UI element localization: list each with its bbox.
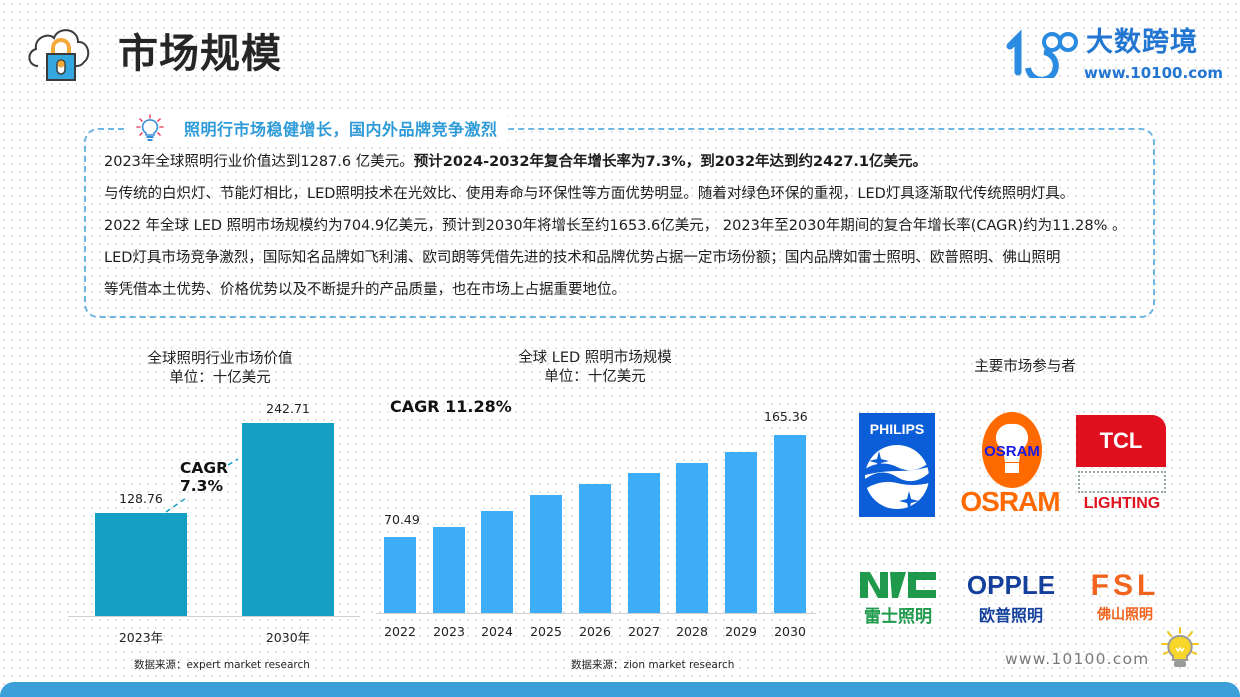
page-title: 市场规模 <box>118 31 282 77</box>
intro-line-3-text: 2022 年全球 LED 照明市场规模约为704.9亿美元，预计到2030年将增… <box>104 218 1127 234</box>
intro-text: 2023年全球照明行业价值达到1287.6 亿美元。预计2024-2032年复合… <box>104 150 1154 310</box>
intro-box <box>84 128 1155 318</box>
chart2-bar-2022 <box>384 537 416 613</box>
opple-logo: OPPLE 欧普照明 <box>956 570 1066 630</box>
intro-line-2: 与传统的白炽灯、节能灯相比，LED照明技术在光效比、使用寿命与环保性等方面优势明… <box>104 182 1154 214</box>
intro-line-3: 2022 年全球 LED 照明市场规模约为704.9亿美元，预计到2030年将增… <box>104 214 1154 246</box>
philips-logo: PHILIPS <box>859 413 935 517</box>
chart1-bar-2023 <box>95 513 187 616</box>
osram-inner-text: OSRAM <box>984 443 1040 460</box>
chart1-x-axis <box>68 616 360 617</box>
osram-bulb-icon: OSRAM <box>982 412 1042 488</box>
lightbulb-icon <box>1161 627 1199 667</box>
chart1-cagr-label: CAGR <box>180 459 229 477</box>
intro-line-4: LED灯具市场竞争激烈，国际知名品牌如飞利浦、欧司朗等凭借先进的技术和品牌优势占… <box>104 246 1154 278</box>
fsl-chinese-name: 佛山照明 <box>1097 607 1153 623</box>
chart1-title-text: 全球照明行业市场价值 <box>147 351 293 367</box>
intro-line-1-text: 2023年全球照明行业价值达到1287.6 亿美元。 <box>104 154 414 170</box>
chart2-x-tick: 2026 <box>579 624 611 639</box>
nvc-chinese-name: 雷士照明 <box>864 607 932 627</box>
nvc-logo: 雷士照明 <box>858 570 938 630</box>
chart2-x-tick: 2029 <box>725 624 757 639</box>
osram-wordmark: OSRAM <box>960 486 1060 517</box>
chart1-subtitle: 单位：十亿美元 <box>169 370 271 386</box>
chart2-x-tick: 2027 <box>628 624 660 639</box>
chart1-cagr-value: 7.3% <box>180 477 223 495</box>
intro-line-5: 等凭借本土优势、价格优势以及不断提升的产品质量，也在市场上占据重要地位。 <box>104 278 1154 310</box>
chart1-title: 全球照明行业市场价值 单位：十亿美元 <box>90 350 350 388</box>
osram-logo: OSRAM OSRAM <box>955 410 1065 520</box>
tcl-lighting-text: LIGHTING <box>1083 495 1161 512</box>
intro-header: 照明行市场稳健增长，国内外品牌竞争激烈 <box>126 112 508 144</box>
footer-url: www.10100.com <box>1005 650 1150 668</box>
tcl-wordmark: TCL <box>1076 415 1166 467</box>
intro-line-4-text: LED灯具市场竞争激烈，国际知名品牌如飞利浦、欧司朗等凭借先进的技术和品牌优势占… <box>104 250 1061 266</box>
lightbulb-icon <box>136 114 164 141</box>
chart1-x-tick: 2023年 <box>118 630 164 645</box>
chart2-bar-2025 <box>530 495 562 613</box>
chart1-x-tick: 2030年 <box>265 630 311 645</box>
brand-logo: 大数跨境 www.10100.com <box>1004 27 1223 88</box>
chart2-x-tick: 2022 <box>384 624 416 639</box>
nvc-mark-icon <box>860 572 936 598</box>
chart2-subtitle: 单位：十亿美元 <box>544 369 646 385</box>
chart1-value-label: 242.71 <box>266 401 310 416</box>
chart1-cagr-annotation: CAGR 7.3% <box>180 459 228 495</box>
fsl-wordmark: FSL <box>1090 569 1160 602</box>
chart2-title: 全球 LED 照明市场规模 单位：十亿美元 <box>470 349 720 387</box>
chart1-value-label: 128.76 <box>119 491 163 506</box>
philips-wordmark: PHILIPS <box>869 421 925 437</box>
cagr-connector-line <box>165 458 239 513</box>
intro-line-5-text: 等凭借本土优势、价格优势以及不断提升的产品质量，也在市场上占据重要地位。 <box>104 282 626 298</box>
opple-wordmark: OPPLE <box>966 570 1056 600</box>
chart1-bar-2030 <box>242 423 334 616</box>
opple-chinese-name: 欧普照明 <box>978 606 1043 625</box>
intro-line-1-bold: 预计2024-2032年复合年增长率为7.3%，到2032年达到约2427.1亿… <box>413 154 928 170</box>
intro-line-2-text: 与传统的白炽灯、节能灯相比，LED照明技术在光效比、使用寿命与环保性等方面优势明… <box>104 186 1075 202</box>
chart2-value-label: 70.49 <box>384 512 420 527</box>
philips-shield-icon <box>865 445 929 511</box>
10100-logo-icon <box>1006 29 1078 78</box>
chart2-x-tick: 2028 <box>676 624 708 639</box>
chart2-x-tick: 2024 <box>481 624 513 639</box>
fsl-logo: FSL 佛山照明 <box>1085 570 1165 630</box>
footer-bar <box>0 682 1240 697</box>
chart2-value-label: 165.36 <box>764 409 808 424</box>
chart2-bar-2027 <box>628 473 660 613</box>
chart2-bar-2030 <box>774 435 806 613</box>
chart2-bar-2029 <box>725 452 757 613</box>
chart2-bar-2026 <box>579 484 611 613</box>
chart2-x-axis <box>376 613 816 614</box>
chart2-x-tick: 2025 <box>530 624 562 639</box>
chart2-bar-2023 <box>433 527 465 613</box>
intro-heading: 照明行市场稳健增长，国内外品牌竞争激烈 <box>184 120 498 139</box>
chart2-title-text: 全球 LED 照明市场规模 <box>518 350 672 366</box>
chart2-bar-2024 <box>481 511 513 613</box>
chart2-bar-2028 <box>676 463 708 613</box>
brand-name: 大数跨境 <box>1086 27 1198 58</box>
chart2-x-tick: 2030 <box>774 624 806 639</box>
chart1-source: 数据来源：expert market research <box>134 659 310 671</box>
chart2-source: 数据来源：zion market research <box>571 659 735 671</box>
intro-line-1: 2023年全球照明行业价值达到1287.6 亿美元。预计2024-2032年复合… <box>104 150 1154 182</box>
brand-url: www.10100.com <box>1084 64 1224 82</box>
chart2-cagr-annotation: CAGR 11.28% <box>390 397 512 416</box>
tcl-led-block <box>1078 471 1166 493</box>
cloud-lock-icon <box>24 16 96 88</box>
players-title: 主要市场参与者 <box>974 359 1076 375</box>
tcl-logo: TCL LIGHTING <box>1074 413 1170 519</box>
chart2-x-tick: 2023 <box>433 624 465 639</box>
